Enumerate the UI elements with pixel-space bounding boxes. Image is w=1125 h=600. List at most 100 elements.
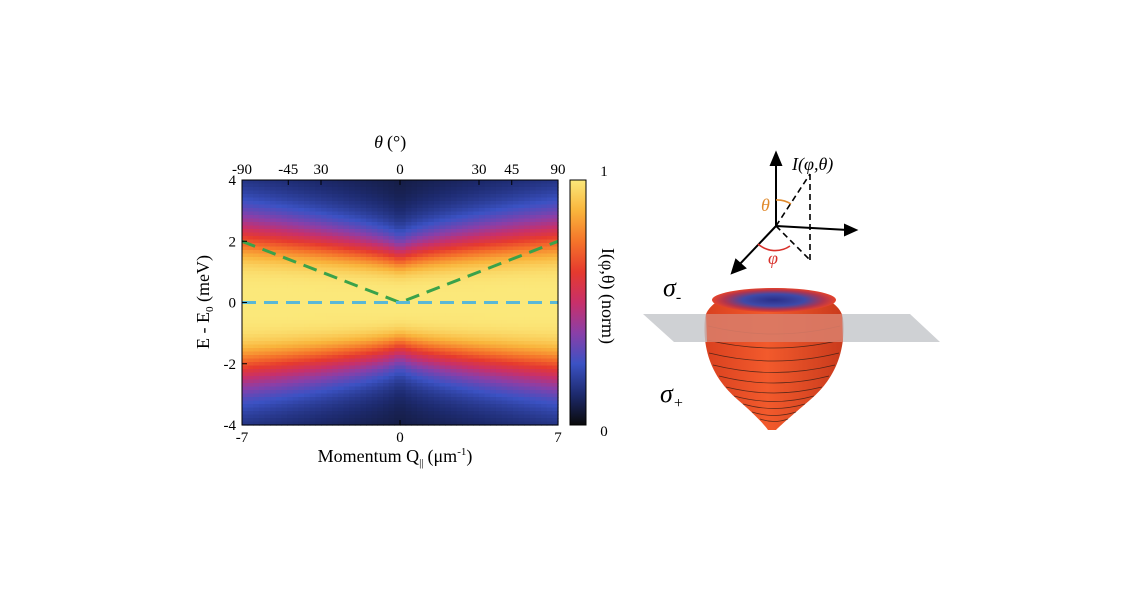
heatmap-cell [400, 243, 407, 248]
heatmap-cell [371, 351, 379, 356]
heatmap-cell [467, 309, 474, 314]
heatmap-cell [405, 355, 412, 360]
heatmap-cell [394, 257, 401, 262]
heatmap-cell [490, 260, 497, 265]
heatmap-cell [456, 236, 463, 241]
heatmap-cell [518, 229, 525, 234]
heatmap-cell [343, 264, 350, 269]
heatmap-cell [326, 323, 333, 328]
heatmap-cell [512, 204, 520, 209]
heatmap-cell [321, 285, 328, 290]
heatmap-cell [535, 393, 542, 398]
heatmap-cell [456, 365, 463, 370]
heatmap-cell [253, 341, 260, 346]
heatmap-cell [479, 316, 486, 321]
heatmap-cell [433, 187, 441, 192]
heatmap-cell [416, 239, 424, 244]
heatmap-cell [247, 334, 254, 339]
heatmap-cell [529, 243, 537, 248]
heatmap-cell [264, 383, 271, 388]
heatmap-cell [484, 302, 491, 307]
heatmap-cell [394, 229, 401, 234]
heatmap-cell [242, 365, 249, 370]
heatmap-cell [275, 404, 283, 409]
heatmap-cell [349, 257, 356, 262]
heatmap-cell [388, 330, 395, 335]
heatmap-cell [495, 330, 503, 335]
x-axis-label-main: Momentum Q [318, 446, 420, 466]
heatmap-cell [495, 225, 503, 230]
heatmap-cell [304, 383, 311, 388]
heatmap-cell [321, 208, 328, 213]
heatmap-cell [304, 365, 311, 370]
heatmap-cell [366, 204, 373, 209]
heatmap-cell [349, 229, 356, 234]
heatmap-cell [546, 355, 553, 360]
heatmap-cell [512, 260, 520, 265]
heatmap-cell [456, 299, 463, 304]
heatmap-cell [529, 407, 537, 412]
heatmap-cell [484, 183, 491, 188]
heatmap-cell [287, 344, 294, 349]
heatmap-cell [524, 316, 531, 321]
heatmap-cell [484, 313, 491, 318]
heatmap-cell [467, 372, 474, 377]
heatmap-cell [315, 232, 322, 237]
heatmap-cell [275, 313, 283, 318]
heatmap-cell [428, 194, 435, 199]
heatmap-cell [270, 411, 277, 416]
heatmap-cell [535, 229, 542, 234]
heatmap-cell [445, 337, 452, 342]
heatmap-cell [535, 201, 542, 206]
heatmap-cell [411, 281, 418, 286]
heatmap-cell [309, 376, 316, 381]
heatmap-cell [546, 348, 553, 353]
heatmap-cell [270, 211, 277, 216]
heatmap-cell [473, 330, 480, 335]
heatmap-cell [388, 285, 395, 290]
heatmap-cell [546, 344, 553, 349]
heatmap-cell [490, 288, 497, 293]
top-axis-label-unit: (°) [387, 132, 406, 153]
heatmap-cell [337, 365, 345, 370]
heatmap-cell [275, 309, 283, 314]
heatmap-cell [298, 355, 305, 360]
heatmap-cell [383, 351, 390, 356]
heatmap-cell [518, 274, 525, 279]
heatmap-cell [394, 355, 401, 360]
heatmap-cell [467, 225, 474, 230]
heatmap-cell [450, 341, 458, 346]
heatmap-cell [264, 292, 271, 297]
heatmap-cell [349, 355, 356, 360]
heatmap-cell [416, 267, 424, 272]
heatmap-cell [546, 218, 553, 223]
heatmap-cell [275, 250, 283, 255]
heatmap-cell [535, 243, 542, 248]
heatmap-cell [411, 292, 418, 297]
heatmap-cell [315, 404, 322, 409]
heatmap-cell [428, 211, 435, 216]
heatmap-cell [264, 348, 271, 353]
heatmap-cell [512, 365, 520, 370]
heatmap-cell [479, 344, 486, 349]
heatmap-cell [343, 348, 350, 353]
heatmap-cell [253, 201, 260, 206]
heatmap-cell [535, 250, 542, 255]
heatmap-cell [512, 264, 520, 269]
heatmap-cell [439, 260, 446, 265]
heatmap-cell [383, 253, 390, 258]
heatmap-cell [377, 334, 384, 339]
heatmap-cell [281, 239, 288, 244]
heatmap-cell [281, 323, 288, 328]
heatmap-cell [512, 243, 520, 248]
heatmap-cell [287, 362, 294, 367]
heatmap-cell [332, 260, 339, 265]
heatmap-cell [326, 250, 333, 255]
heatmap-cell [377, 229, 384, 234]
heatmap-cell [275, 194, 283, 199]
heatmap-cell [467, 369, 474, 374]
heatmap-cell [298, 369, 305, 374]
heatmap-cell [275, 271, 283, 276]
heatmap-cell [495, 411, 503, 416]
heatmap-cell [253, 295, 260, 300]
